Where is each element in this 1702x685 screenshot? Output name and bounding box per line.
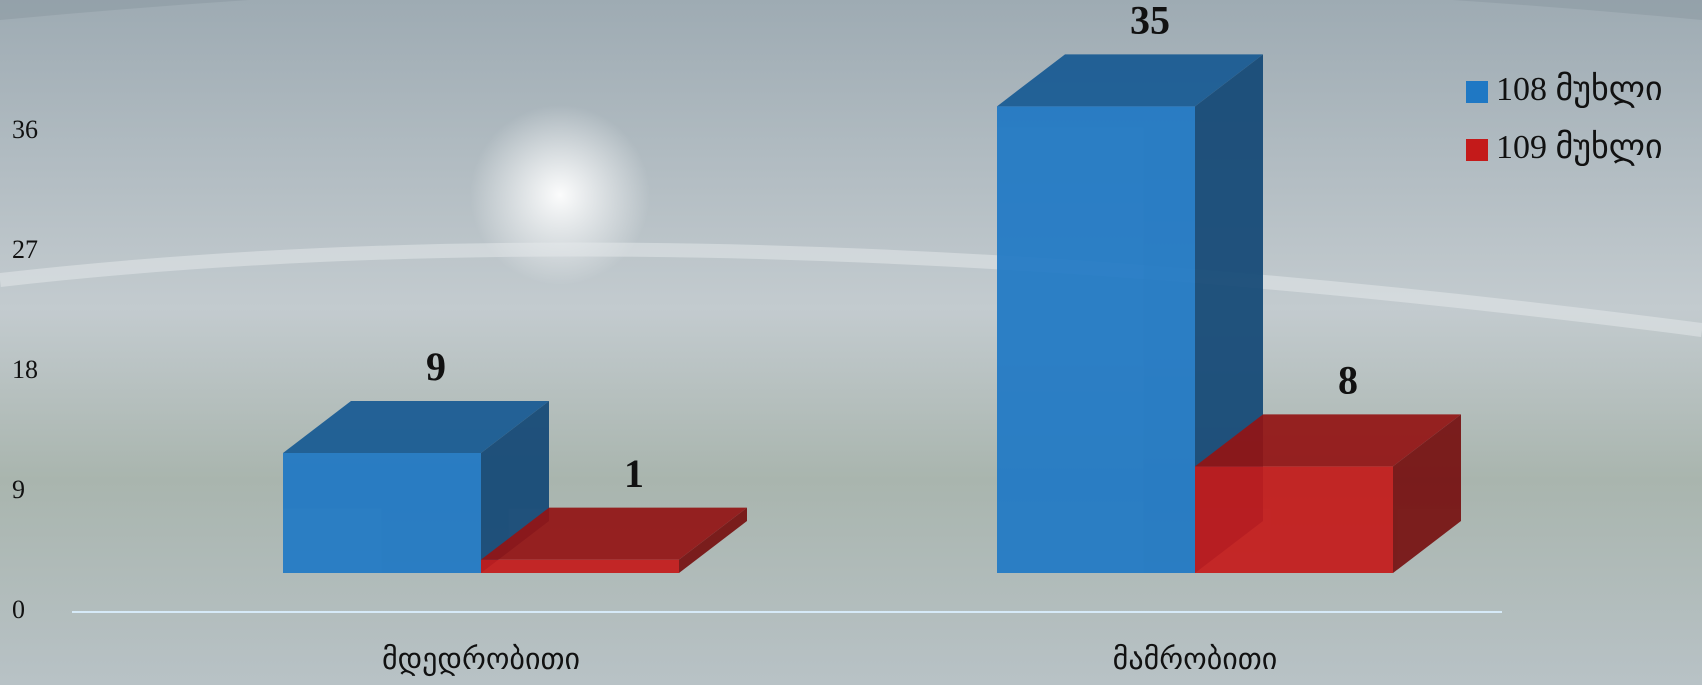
background-roof xyxy=(0,0,1702,20)
bar-front xyxy=(283,453,481,573)
background-curve xyxy=(0,242,1702,337)
y-tick-label: 27 xyxy=(12,235,38,264)
data-label: 1 xyxy=(624,451,644,496)
bar-top xyxy=(997,54,1263,107)
legend-swatch xyxy=(1466,139,1488,161)
data-label: 35 xyxy=(1130,0,1170,43)
legend-label: 109 მუხლი xyxy=(1496,129,1663,167)
x-tick-label: მდედრობითი xyxy=(382,643,580,677)
bar-top xyxy=(481,507,747,560)
legend-swatch xyxy=(1466,81,1488,103)
bar-front xyxy=(1195,466,1393,573)
legend-label: 108 მუხლი xyxy=(1496,71,1663,109)
x-tick-label: მამრობითი xyxy=(1113,643,1278,676)
background-glare xyxy=(470,105,650,285)
bar xyxy=(997,54,1263,574)
bar-front xyxy=(997,106,1195,573)
bar-front xyxy=(481,559,679,573)
data-label: 8 xyxy=(1338,358,1358,403)
y-tick-label: 18 xyxy=(12,355,38,384)
bar xyxy=(1195,414,1461,573)
data-label: 9 xyxy=(426,344,446,389)
bar-top xyxy=(1195,414,1461,467)
y-tick-label: 9 xyxy=(12,475,25,504)
bar-side xyxy=(679,507,747,573)
bar xyxy=(481,507,747,573)
bar-top xyxy=(283,401,549,453)
y-tick-label: 36 xyxy=(12,115,38,144)
y-tick-label: 0 xyxy=(12,595,25,624)
bar-side xyxy=(1393,414,1461,573)
